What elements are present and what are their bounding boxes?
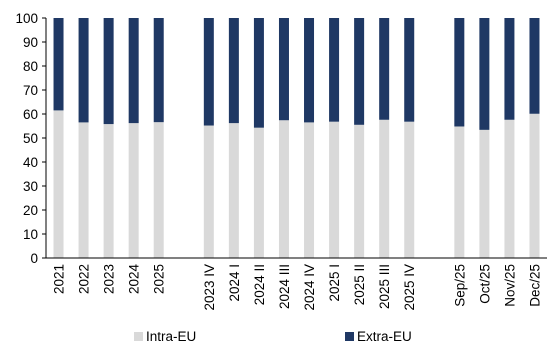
bar-intra-eu [504, 119, 515, 258]
bar-intra-eu [454, 126, 465, 258]
x-tick-label: 2025 I [327, 264, 342, 302]
x-tick-label: Nov/25 [502, 264, 517, 307]
y-tick-label: 100 [15, 11, 38, 26]
bar-extra-eu [128, 18, 139, 124]
bar-intra-eu [253, 127, 264, 259]
bar-intra-eu [304, 122, 315, 259]
bar-extra-eu [304, 18, 315, 123]
y-tick-label: 70 [23, 83, 38, 98]
x-tick-label: 2021 [52, 264, 67, 294]
y-tick-label: 80 [23, 59, 38, 74]
bar-intra-eu [128, 123, 139, 259]
bar-intra-eu [153, 122, 164, 258]
y-tick-label: 30 [23, 179, 38, 194]
x-tick-label: 2023 [102, 264, 117, 294]
bar-extra-eu [103, 18, 114, 125]
bar-intra-eu [203, 125, 214, 259]
x-tick-label: 2024 IV [302, 264, 317, 311]
y-tick-label: 90 [23, 35, 38, 50]
x-tick-label: Oct/25 [477, 264, 492, 304]
legend-swatch-extra-eu [345, 332, 354, 341]
x-tick-label: 2024 [127, 264, 142, 295]
bar-intra-eu [278, 120, 289, 259]
x-tick-label: 2024 I [227, 264, 242, 302]
bar-extra-eu [454, 18, 465, 127]
bar-intra-eu [379, 119, 390, 258]
bar-extra-eu [153, 18, 164, 123]
bar-extra-eu [529, 18, 540, 114]
x-tick-label: 2023 IV [202, 264, 217, 311]
x-tick-label: 2025 III [377, 264, 392, 309]
bar-extra-eu [228, 18, 239, 124]
x-tick-label: Dec/25 [527, 264, 542, 307]
y-tick-label: 60 [23, 107, 38, 122]
bar-extra-eu [53, 18, 64, 111]
x-tick-label: 2025 IV [402, 264, 417, 311]
bar-intra-eu [78, 122, 89, 259]
legend-label-extra-eu: Extra-EU [357, 329, 412, 344]
bar-intra-eu [103, 124, 114, 258]
legend: Intra-EU Extra-EU [134, 329, 412, 344]
bar-extra-eu [203, 18, 214, 126]
x-axis: 2021 2022 2023 2024 2025 2023 IV 2024 I 2024 II… [46, 257, 547, 311]
bar-intra-eu [404, 121, 415, 259]
y-tick-label: 40 [23, 155, 38, 170]
bar-extra-eu [329, 18, 340, 122]
legend-label-intra-eu: Intra-EU [146, 329, 196, 344]
y-tick-label: 50 [23, 131, 38, 146]
bar-intra-eu [228, 123, 239, 259]
y-tick-label: 0 [30, 251, 38, 266]
bar-intra-eu [529, 113, 540, 258]
x-tick-label: Sep/25 [452, 264, 467, 307]
bar-extra-eu [504, 18, 515, 120]
bar-extra-eu [404, 18, 415, 122]
x-tick-label: 2025 [152, 264, 167, 294]
x-tick-label: 2024 III [277, 264, 292, 309]
bar-extra-eu [78, 18, 89, 123]
bar-intra-eu [53, 110, 64, 259]
x-tick-label: 2022 [77, 264, 92, 294]
y-tick-label: 10 [23, 227, 38, 242]
x-tick-label: 2024 II [252, 264, 267, 305]
bar-intra-eu [329, 121, 340, 259]
bar-extra-eu [479, 18, 490, 130]
bar-extra-eu [379, 18, 390, 120]
bar-extra-eu [354, 18, 365, 125]
y-tick-label: 20 [23, 203, 38, 218]
bar-intra-eu [354, 124, 365, 258]
bar-extra-eu [278, 18, 289, 121]
bars [53, 18, 540, 259]
legend-swatch-intra-eu [134, 332, 143, 341]
bar-extra-eu [253, 18, 264, 128]
bar-intra-eu [479, 129, 490, 258]
x-tick-label: 2025 II [352, 264, 367, 305]
y-axis: 0 10 20 30 40 50 60 70 80 90 100 [15, 11, 47, 266]
